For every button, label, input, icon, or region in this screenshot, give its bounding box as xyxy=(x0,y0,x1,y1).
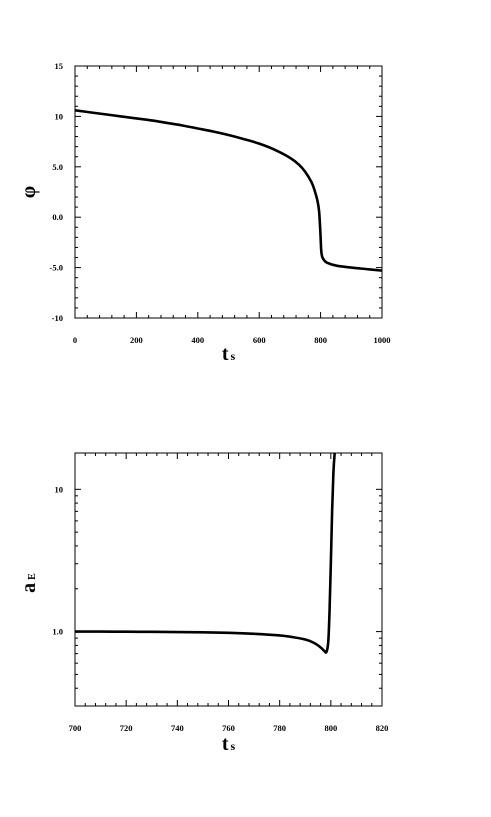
y-axis-label: φ xyxy=(18,186,40,198)
x-tick-label: 200 xyxy=(130,335,143,345)
y-axis-label: aE xyxy=(18,573,40,593)
x-tick-label: 780 xyxy=(273,723,286,733)
x-tick-label: 0 xyxy=(73,335,77,345)
y-tick-label: 10 xyxy=(55,484,64,494)
x-tick-label: 720 xyxy=(120,723,133,733)
y-tick-label: 1.0 xyxy=(52,627,63,637)
x-tick-label: 400 xyxy=(191,335,204,345)
x-tick-label: 740 xyxy=(171,723,184,733)
y-tick-label: 15 xyxy=(55,61,64,71)
phi-chart: 0 200 400 600 800 1000 15 10 5.0 0.0 -5.0 -10 t s φ xyxy=(18,61,391,365)
x-tick-label: 800 xyxy=(324,723,337,733)
y-tick-label: -10 xyxy=(52,313,63,323)
x-tick-label: 1000 xyxy=(374,335,391,345)
plot-frame xyxy=(74,65,383,319)
y-tick-label: -5.0 xyxy=(50,263,63,273)
aE-chart: 700 720 740 760 780 800 820 10 1.0 t s aE xyxy=(18,452,389,755)
y-tick-label: 0.0 xyxy=(52,212,63,222)
y-tick-label: 5.0 xyxy=(52,162,63,172)
x-tick-label: 800 xyxy=(314,335,327,345)
x-tick-label: 760 xyxy=(222,723,235,733)
y-tick-label: 10 xyxy=(55,111,64,121)
x-tick-label: 700 xyxy=(69,723,82,733)
series-line-0 xyxy=(75,453,336,654)
x-tick-label: 600 xyxy=(253,335,266,345)
series-line-0 xyxy=(75,109,382,272)
x-tick-label: 820 xyxy=(376,723,389,733)
plot-frame xyxy=(74,452,383,707)
